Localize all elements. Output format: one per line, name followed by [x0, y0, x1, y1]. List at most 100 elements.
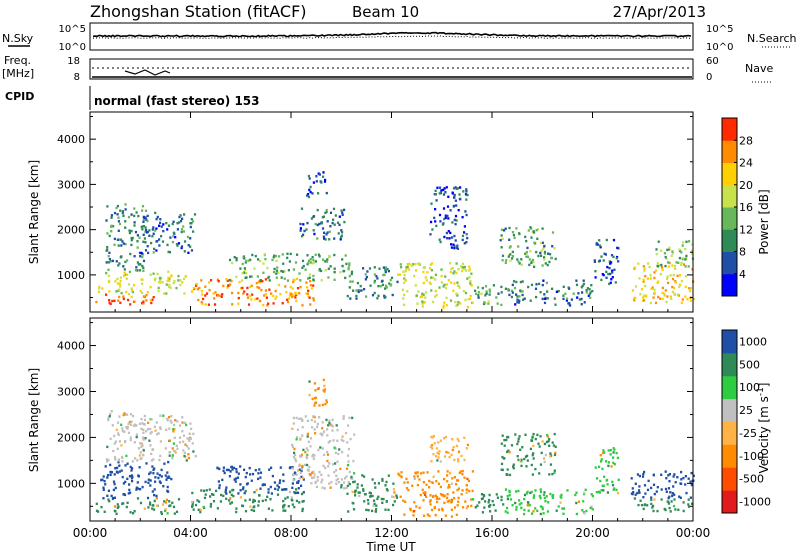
range-cell: [103, 510, 106, 513]
range-cell: [312, 274, 315, 278]
range-cell: [139, 442, 142, 445]
range-cell: [566, 489, 569, 492]
range-cell: [302, 491, 305, 494]
range-cell: [520, 263, 523, 267]
range-cell: [432, 276, 435, 279]
range-cell: [467, 479, 470, 483]
range-cell: [100, 505, 103, 509]
range-cell: [295, 292, 298, 295]
range-cell: [164, 474, 167, 477]
range-cell: [171, 240, 174, 244]
range-cell: [313, 473, 316, 476]
range-cell: [456, 504, 459, 507]
range-cell: [281, 253, 284, 256]
range-cell: [151, 235, 154, 238]
range-cell: [203, 496, 207, 500]
nsky-label: N.Sky: [2, 32, 34, 45]
range-cell: [147, 478, 150, 481]
range-cell: [186, 235, 190, 239]
range-cell: [689, 496, 692, 499]
range-cell: [666, 277, 669, 281]
range-cell: [172, 442, 175, 445]
range-cell: [667, 502, 671, 505]
range-cell: [138, 454, 141, 457]
range-cell: [599, 479, 602, 483]
range-cell: [553, 297, 556, 300]
range-cell: [172, 281, 175, 285]
range-cell: [520, 458, 523, 461]
range-cell: [124, 203, 127, 206]
range-cell: [187, 456, 190, 460]
range-cell: [182, 440, 185, 443]
range-cell: [605, 238, 608, 242]
range-cell: [369, 492, 372, 495]
range-cell: [661, 297, 664, 301]
range-cell: [347, 460, 350, 463]
range-cell: [600, 460, 603, 463]
range-cell: [506, 511, 509, 514]
range-cell: [421, 300, 424, 303]
range-cell: [547, 440, 550, 443]
range-cell: [124, 464, 127, 467]
range-cell: [442, 304, 445, 307]
range-cell: [358, 491, 361, 494]
range-cell: [429, 499, 432, 502]
range-cell: [126, 427, 129, 430]
range-cell: [108, 290, 111, 293]
range-cell: [612, 461, 615, 465]
range-cell: [242, 292, 245, 295]
range-cell: [446, 480, 449, 483]
range-cell: [385, 488, 388, 491]
range-cell: [515, 505, 518, 509]
range-cell: [422, 481, 425, 484]
range-cell: [327, 267, 330, 270]
range-cell: [324, 402, 327, 406]
range-cell: [121, 502, 124, 506]
range-cell: [546, 297, 549, 300]
range-cell: [283, 277, 286, 280]
range-cell: [331, 429, 334, 432]
range-cell: [568, 303, 571, 307]
range-cell: [116, 506, 119, 509]
range-cell: [142, 428, 145, 431]
range-cell: [246, 286, 249, 290]
range-cell: [191, 442, 194, 445]
range-cell: [114, 458, 117, 461]
range-cell: [350, 477, 353, 480]
range-cell: [323, 231, 326, 234]
range-cell: [590, 284, 593, 287]
range-cell: [243, 267, 246, 270]
range-cell: [152, 226, 155, 229]
range-cell: [146, 219, 149, 223]
range-cell: [127, 298, 130, 302]
range-cell: [369, 495, 372, 498]
range-cell: [548, 260, 551, 264]
range-cell: [653, 288, 656, 291]
range-cell: [116, 471, 119, 474]
range-cell: [643, 470, 646, 474]
range-cell: [136, 459, 139, 462]
range-cell: [317, 172, 320, 175]
colorbar-frame: [721, 329, 738, 514]
range-cell: [436, 186, 439, 189]
range-cell: [300, 475, 303, 479]
range-cell: [154, 476, 157, 479]
range-cell: [323, 390, 326, 393]
range-cell: [172, 430, 175, 433]
range-cell: [374, 510, 377, 513]
range-cell: [165, 221, 168, 225]
range-cell: [552, 494, 555, 497]
range-cell: [227, 468, 230, 472]
range-cell: [373, 502, 376, 506]
range-cell: [543, 460, 546, 464]
nave-tick-top: 60: [706, 56, 719, 67]
range-cell: [351, 416, 354, 420]
range-cell: [124, 226, 127, 229]
range-cell: [360, 484, 363, 487]
range-cell: [303, 463, 306, 467]
range-cell: [226, 286, 229, 289]
range-cell: [642, 278, 645, 281]
range-cell: [616, 246, 619, 250]
range-cell: [175, 286, 178, 290]
range-cell: [501, 434, 504, 437]
